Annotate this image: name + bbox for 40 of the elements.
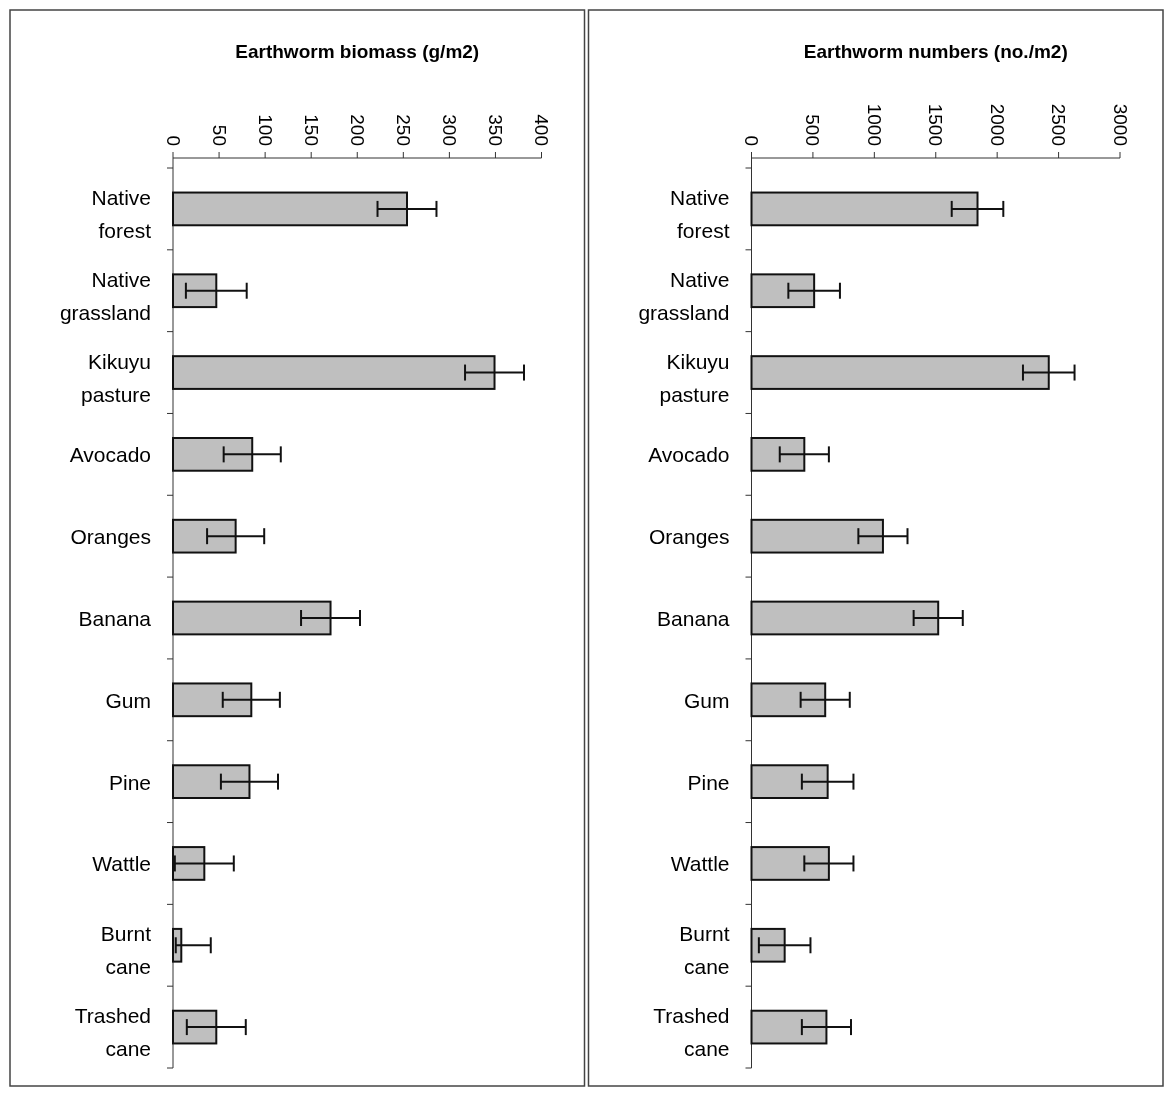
y-tick-label: Pine (108, 770, 151, 794)
x-tick-label: 200 (346, 114, 368, 146)
x-tick-label: 350 (484, 114, 506, 146)
x-tick-label: 100 (254, 114, 276, 146)
y-tick-label: Native grassland (638, 267, 730, 324)
y-tick-label: Gum (683, 688, 730, 712)
x-tick-label: 0 (741, 135, 762, 146)
x-tick-label: 1000 (863, 103, 885, 146)
y-tick-label: Burnt cane (100, 921, 152, 978)
x-tick-label: 400 (531, 114, 552, 146)
y-tick-label: Wattle (92, 851, 151, 875)
chart-title: Earthworm numbers (no./m2) (803, 41, 1068, 62)
y-tick-label: Oranges (70, 524, 151, 548)
y-tick-label: Native forest (669, 185, 730, 242)
y-tick-label: Gum (105, 688, 151, 712)
y-tick-label: Burnt cane (679, 921, 730, 978)
y-tick-label: Kikuyu pasture (80, 349, 151, 406)
y-tick-label: Avocado (648, 442, 730, 466)
x-tick-label: 2000 (986, 103, 1008, 146)
x-tick-label: 1500 (925, 103, 947, 146)
y-tick-label: Avocado (69, 442, 151, 466)
y-tick-label: Kikuyu pasture (659, 349, 730, 406)
x-tick-label: 50 (208, 124, 230, 146)
x-tick-label: 500 (802, 114, 824, 146)
y-tick-label: Native forest (91, 185, 152, 242)
y-tick-label: Trashed cane (653, 1003, 730, 1060)
y-tick-label: Trashed cane (74, 1003, 151, 1060)
x-tick-label: 150 (300, 114, 322, 146)
x-tick-label: 3000 (1109, 103, 1131, 146)
x-tick-label: 300 (438, 114, 460, 146)
y-tick-label: Oranges (648, 524, 730, 548)
y-tick-label: Native grassland (59, 267, 151, 324)
y-tick-label: Banana (657, 606, 730, 630)
y-tick-label: Banana (78, 606, 152, 630)
y-tick-label: Wattle (670, 851, 730, 875)
x-tick-label: 250 (392, 114, 414, 146)
chart-title: Earthworm biomass (g/m2) (235, 41, 480, 62)
x-tick-label: 0 (162, 135, 184, 146)
y-tick-label: Pine (687, 770, 730, 794)
x-tick-label: 2500 (1048, 103, 1070, 146)
